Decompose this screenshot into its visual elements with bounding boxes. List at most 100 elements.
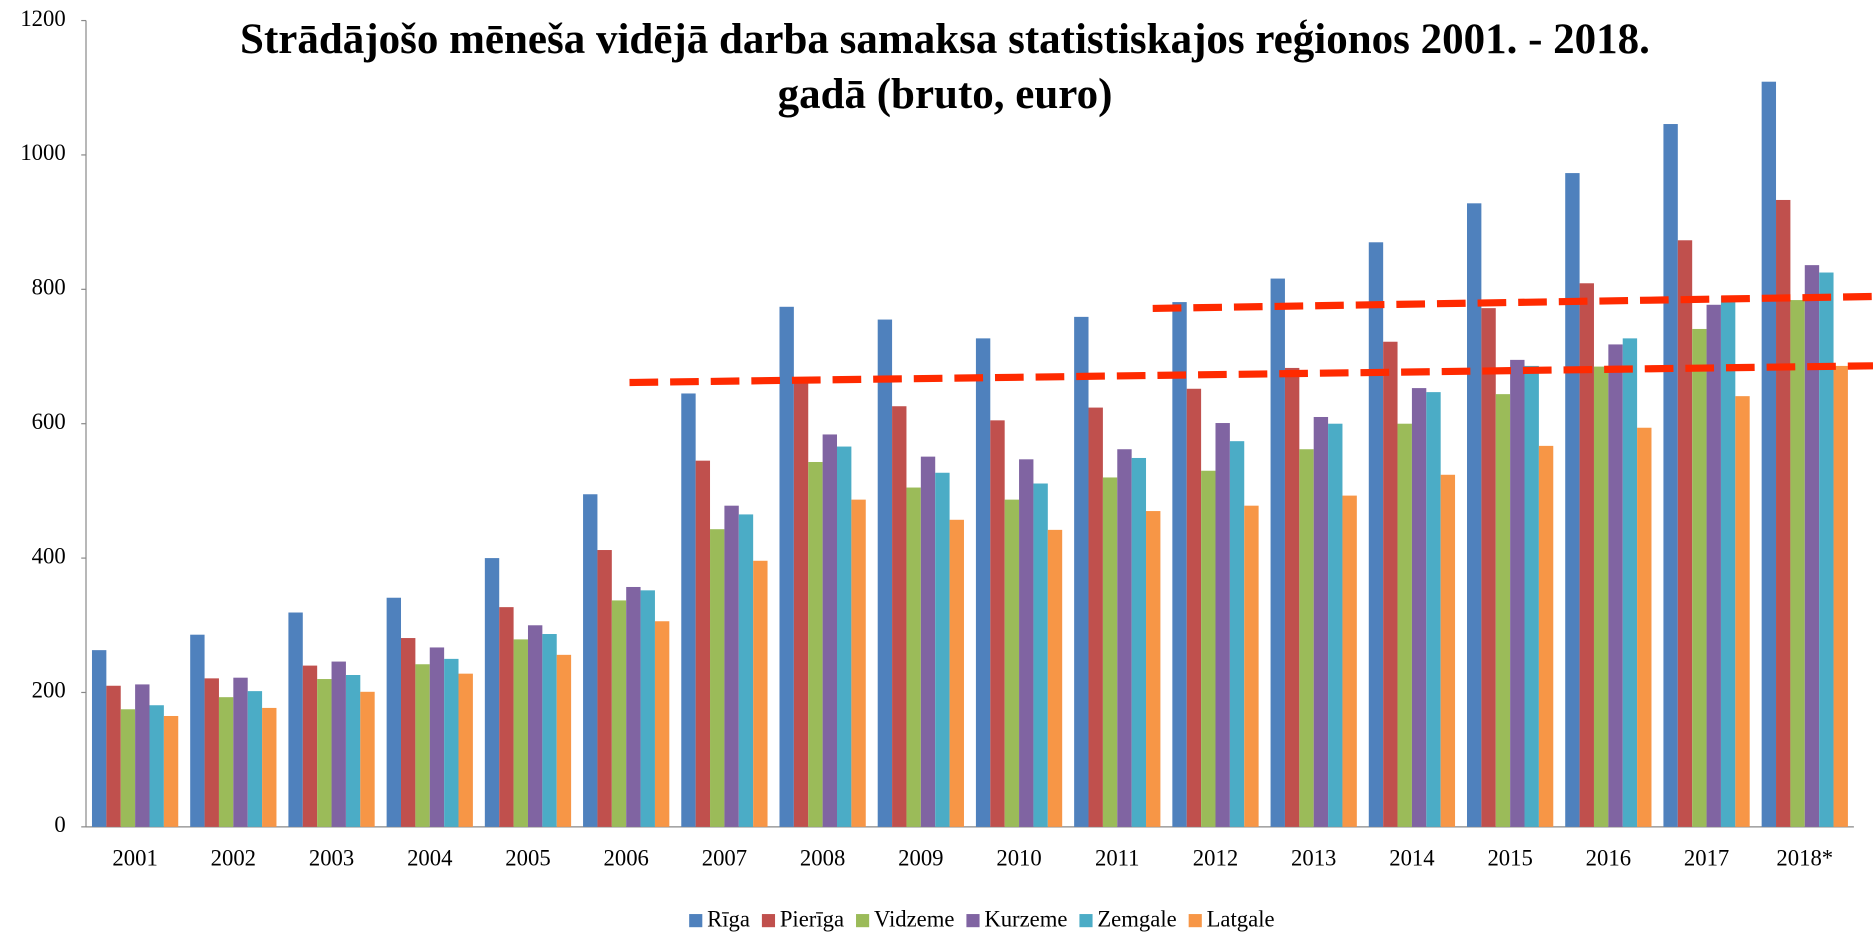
legend-swatch	[856, 914, 870, 928]
x-tick-label: 2012	[1193, 846, 1238, 871]
bar	[345, 675, 361, 827]
bar	[149, 705, 164, 827]
bar	[1440, 474, 1456, 827]
bar	[1426, 392, 1441, 827]
x-tick-label: 2015	[1487, 846, 1532, 871]
bar	[1622, 338, 1638, 827]
bar	[1411, 388, 1427, 827]
bar	[626, 586, 641, 827]
y-tick-label: 800	[32, 275, 66, 300]
bar	[190, 634, 205, 827]
bar	[1342, 495, 1357, 827]
bar	[583, 494, 598, 827]
bar	[135, 684, 150, 827]
bar	[1833, 365, 1848, 827]
bar	[1033, 483, 1048, 827]
bar	[990, 420, 1005, 827]
y-tick-label: 1200	[20, 6, 65, 31]
bar	[484, 558, 500, 827]
bar	[1270, 278, 1285, 827]
bar	[1466, 203, 1482, 827]
bar	[597, 550, 612, 827]
bar	[120, 709, 136, 827]
bar	[1172, 302, 1187, 827]
bar	[724, 505, 739, 827]
bar	[681, 393, 696, 827]
y-tick-label: 1000	[20, 140, 65, 165]
legend-swatch	[966, 914, 980, 928]
bar	[877, 319, 893, 827]
bar	[779, 306, 794, 827]
bar	[1761, 81, 1777, 827]
legend-label: Rīga	[707, 906, 750, 931]
bar	[1538, 445, 1554, 827]
bar	[738, 514, 754, 827]
bar	[1146, 511, 1161, 827]
bar	[1313, 416, 1329, 827]
trend-line	[629, 362, 1873, 387]
bar	[1088, 407, 1103, 827]
bar	[822, 434, 838, 827]
bar	[1804, 265, 1820, 827]
bar	[1284, 367, 1300, 827]
bar	[1608, 344, 1623, 827]
bar	[1663, 124, 1678, 827]
legend-swatch	[1188, 914, 1202, 928]
x-tick-label: 2005	[505, 846, 550, 871]
bar	[1328, 423, 1343, 827]
x-tick-label: 2002	[211, 846, 256, 871]
bar	[1215, 423, 1230, 827]
x-tick-label: 2014	[1389, 846, 1434, 871]
bar	[1593, 366, 1609, 827]
bar	[920, 456, 936, 827]
legend-label: Pierīga	[780, 906, 844, 931]
x-tick-label: 2018*	[1776, 846, 1833, 871]
x-tick-label: 2007	[702, 846, 747, 871]
bar	[1735, 396, 1750, 827]
bar	[1131, 457, 1147, 827]
bar	[401, 638, 416, 827]
bar	[1201, 470, 1216, 827]
bar	[386, 597, 402, 827]
bar	[1637, 427, 1652, 827]
bar	[1790, 300, 1805, 827]
bar	[1229, 441, 1245, 827]
y-tick-label: 600	[32, 409, 66, 434]
bar	[975, 338, 991, 827]
bar	[317, 679, 332, 827]
bar	[91, 650, 107, 827]
legend-swatch	[689, 914, 703, 928]
bar	[1579, 283, 1594, 827]
legend-label: Zemgale	[1097, 906, 1176, 931]
bar	[1244, 505, 1259, 827]
bar	[1677, 240, 1693, 827]
bar	[837, 446, 852, 827]
bar	[753, 560, 768, 827]
bar	[1510, 359, 1525, 827]
bar	[892, 406, 907, 827]
bar	[1565, 173, 1580, 827]
bar	[654, 621, 670, 827]
legend-label: Vidzeme	[874, 906, 955, 931]
bar	[935, 472, 950, 827]
x-tick-label: 2013	[1291, 846, 1336, 871]
bar	[1819, 272, 1834, 827]
x-tick-label: 2016	[1586, 846, 1631, 871]
bar	[163, 715, 179, 827]
bar	[1117, 449, 1132, 827]
bar	[1102, 477, 1118, 827]
bar	[1495, 394, 1511, 827]
y-tick-label: 0	[54, 812, 65, 837]
bar	[302, 665, 318, 827]
bar	[429, 647, 445, 827]
bar	[1047, 529, 1063, 827]
bar	[1019, 459, 1034, 827]
bar	[444, 658, 459, 827]
bar	[1383, 341, 1398, 827]
bar	[247, 691, 263, 827]
bar	[1074, 316, 1089, 827]
bar	[218, 697, 234, 827]
bar	[1186, 388, 1202, 827]
bar	[360, 691, 375, 827]
